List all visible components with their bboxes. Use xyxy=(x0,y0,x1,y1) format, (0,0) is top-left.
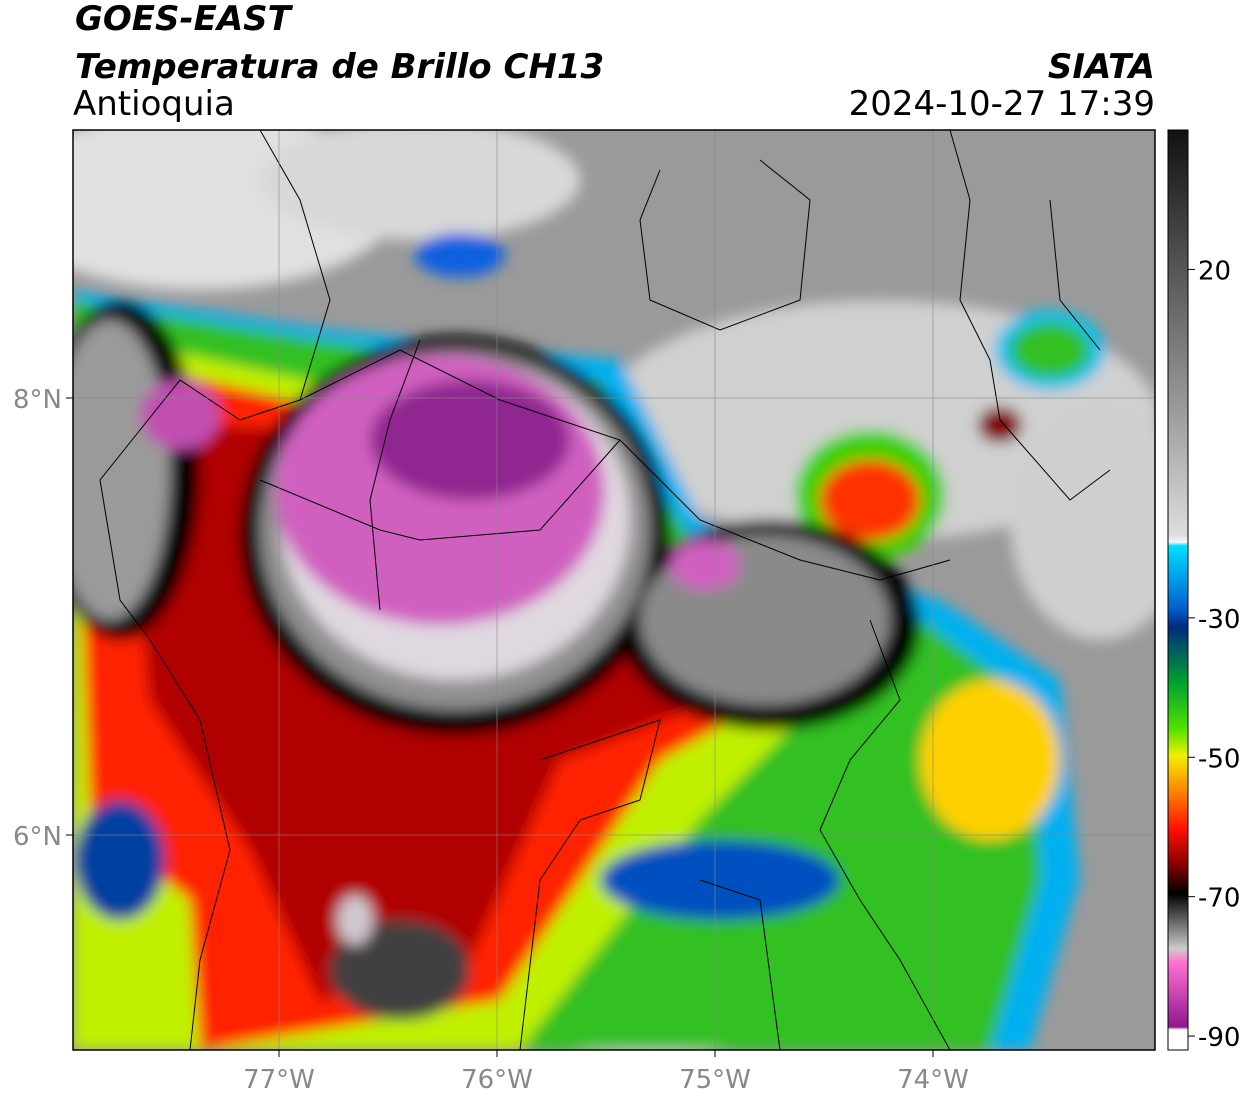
lat-ticks: 8°N 6°N xyxy=(13,385,73,852)
graticule xyxy=(73,130,1155,1050)
colorbar-ramp xyxy=(1167,129,1189,1051)
satellite-image xyxy=(73,130,1155,1050)
colorbar-tick-label: 20 xyxy=(1198,256,1231,286)
colorbar-tick-label: -30 xyxy=(1198,605,1240,635)
lon-tick-label: 77°W xyxy=(243,1065,315,1095)
colorbar-tick-label: -70 xyxy=(1198,884,1240,914)
source: SIATA xyxy=(1048,47,1155,87)
colorbar-tick-label: -50 xyxy=(1198,744,1240,774)
title: GOES-EAST xyxy=(75,0,294,39)
colorbar-tick-label: -90 xyxy=(1198,1023,1240,1053)
lon-tick-label: 76°W xyxy=(461,1065,533,1095)
subtitle: Temperatura de Brillo CH13 xyxy=(75,47,604,87)
colorbar: 20 -30 -50 -70 -90 xyxy=(1167,129,1240,1053)
borders xyxy=(99,130,1111,1050)
map-frame xyxy=(72,129,1156,1051)
region: Antioquia xyxy=(73,84,235,124)
lon-ticks: 77°W 76°W 75°W 74°W xyxy=(243,1050,969,1095)
lat-tick-label: 8°N xyxy=(13,385,62,415)
lon-tick-label: 75°W xyxy=(679,1065,751,1095)
datetime: 2024-10-27 17:39 xyxy=(849,84,1155,124)
lon-tick-label: 74°W xyxy=(897,1065,969,1095)
lat-tick-label: 6°N xyxy=(13,822,62,852)
